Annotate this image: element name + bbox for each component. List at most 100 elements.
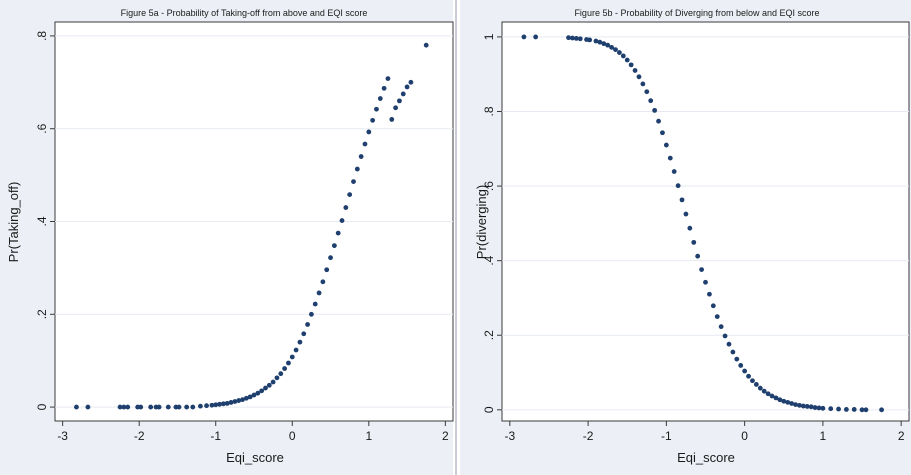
data-point — [209, 402, 215, 408]
data-point — [521, 34, 527, 40]
data-point — [423, 42, 429, 48]
data-point — [236, 398, 242, 403]
data-point — [400, 91, 406, 97]
data-point — [370, 117, 376, 123]
data-point — [184, 404, 190, 410]
x-tick-label: -2 — [134, 429, 145, 443]
chart-title: Figure 5b - Probability of Diverging fro… — [574, 8, 819, 18]
data-point — [339, 218, 345, 223]
data-point — [573, 36, 579, 41]
data-point — [879, 407, 885, 413]
x-tick-label: -3 — [504, 429, 515, 443]
data-point — [671, 169, 677, 174]
data-point — [247, 394, 253, 400]
x-axis-label: Eqi_score — [677, 450, 735, 465]
data-point — [278, 371, 284, 377]
data-point — [812, 405, 818, 410]
data-point — [282, 366, 288, 371]
x-tick-label: 2 — [442, 429, 449, 443]
data-point — [750, 378, 755, 384]
data-point — [243, 395, 249, 401]
data-point — [738, 363, 744, 368]
data-point — [240, 397, 245, 403]
data-point — [335, 230, 341, 236]
data-point — [347, 192, 353, 197]
x-axis-label: Eqi_score — [226, 450, 284, 465]
data-point — [777, 397, 783, 403]
data-point — [566, 35, 571, 41]
data-point — [354, 166, 360, 172]
data-point — [687, 225, 693, 231]
data-point — [385, 76, 391, 82]
data-point — [286, 360, 291, 366]
data-point — [601, 41, 607, 47]
data-point — [148, 404, 154, 410]
y-tick-label: .4 — [35, 216, 49, 226]
data-point — [165, 404, 171, 410]
data-point — [190, 404, 196, 410]
data-point — [859, 407, 865, 413]
panel-taking-off: Figure 5a - Probability of Taking-off fr… — [6, 8, 454, 465]
data-point — [667, 155, 673, 161]
data-point — [389, 117, 395, 122]
data-point — [726, 341, 732, 347]
y-tick-label: .2 — [482, 330, 496, 340]
data-point — [255, 390, 261, 396]
x-tick-label: -2 — [583, 429, 594, 443]
data-point — [198, 403, 203, 409]
data-point — [710, 303, 716, 309]
data-point — [753, 382, 759, 387]
data-point — [577, 36, 583, 42]
chart-title: Figure 5a - Probability of Taking-off fr… — [121, 8, 368, 18]
data-point — [297, 339, 303, 345]
data-point — [632, 68, 638, 73]
y-tick-label: .6 — [35, 123, 49, 133]
data-points — [521, 34, 885, 413]
data-point — [220, 401, 226, 407]
data-point — [660, 130, 665, 136]
data-point — [765, 391, 771, 397]
data-point — [769, 393, 775, 399]
data-point — [836, 406, 841, 412]
panel-diverging: Figure 5b - Probability of Diverging fro… — [474, 8, 910, 465]
data-point — [800, 403, 806, 409]
data-point — [628, 62, 634, 68]
data-point — [820, 405, 826, 411]
data-point — [746, 373, 751, 379]
data-point — [609, 44, 614, 50]
data-point — [328, 255, 333, 261]
data-point — [381, 85, 387, 91]
data-point — [773, 395, 779, 401]
data-point — [624, 57, 630, 63]
y-tick-label: .2 — [35, 309, 49, 319]
data-point — [789, 401, 794, 406]
x-tick-label: 0 — [741, 429, 748, 443]
data-point — [742, 368, 748, 374]
data-point — [533, 34, 539, 40]
x-tick-label: 2 — [898, 429, 905, 443]
data-point — [761, 388, 767, 394]
data-point — [404, 84, 410, 90]
x-tick-label: -1 — [661, 429, 672, 443]
data-point — [224, 400, 230, 406]
data-point — [734, 356, 740, 362]
data-point — [274, 375, 280, 381]
y-tick-label: .8 — [482, 106, 496, 116]
data-point — [408, 79, 414, 85]
data-point — [263, 385, 268, 391]
plot-area — [501, 21, 910, 422]
data-point — [366, 129, 372, 135]
data-point — [757, 385, 763, 391]
data-point — [695, 253, 701, 259]
data-point — [781, 398, 787, 404]
data-point — [289, 354, 295, 360]
data-point — [316, 290, 322, 296]
x-tick-label: 0 — [289, 429, 296, 443]
data-point — [232, 399, 238, 404]
data-point — [718, 324, 724, 330]
data-point — [204, 403, 209, 409]
y-tick-label: .6 — [482, 181, 496, 191]
data-point — [730, 349, 736, 355]
axis-ticks: 0 .2 .4 .6 .8 1 -3 -2 -1 0 1 2 — [482, 33, 905, 443]
data-point — [156, 404, 162, 410]
